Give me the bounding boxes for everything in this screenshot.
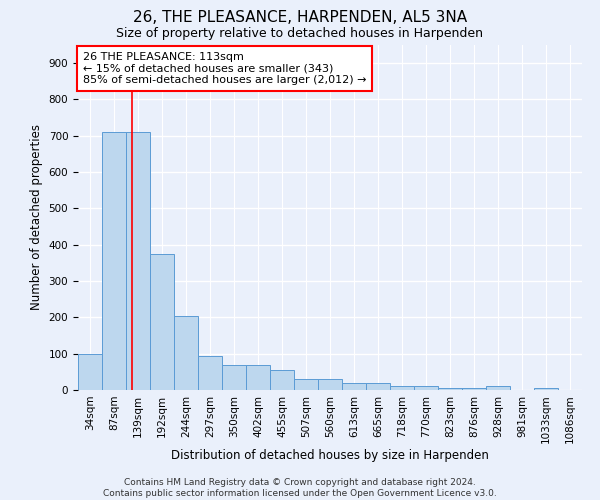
Bar (462, 388, 486, 390)
Bar (174, 316, 198, 390)
Bar (150, 254, 174, 390)
Text: 26, THE PLEASANCE, HARPENDEN, AL5 3NA: 26, THE PLEASANCE, HARPENDEN, AL5 3NA (133, 10, 467, 25)
X-axis label: Distribution of detached houses by size in Harpenden: Distribution of detached houses by size … (171, 449, 489, 462)
Bar (78, 354, 102, 390)
Bar (222, 364, 246, 390)
Bar (414, 386, 438, 390)
Bar (294, 379, 318, 390)
Bar (486, 386, 510, 390)
Bar (366, 382, 390, 390)
Text: Size of property relative to detached houses in Harpenden: Size of property relative to detached ho… (116, 28, 484, 40)
Bar (246, 364, 270, 390)
Bar (438, 388, 462, 390)
Bar (342, 382, 366, 390)
Y-axis label: Number of detached properties: Number of detached properties (30, 124, 43, 310)
Bar (102, 132, 126, 390)
Bar (318, 379, 342, 390)
Bar (270, 370, 294, 390)
Bar (126, 132, 150, 390)
Bar (198, 356, 222, 390)
Text: Contains HM Land Registry data © Crown copyright and database right 2024.
Contai: Contains HM Land Registry data © Crown c… (103, 478, 497, 498)
Bar (390, 386, 414, 390)
Text: 26 THE PLEASANCE: 113sqm
← 15% of detached houses are smaller (343)
85% of semi-: 26 THE PLEASANCE: 113sqm ← 15% of detach… (83, 52, 367, 85)
Bar (534, 388, 558, 390)
